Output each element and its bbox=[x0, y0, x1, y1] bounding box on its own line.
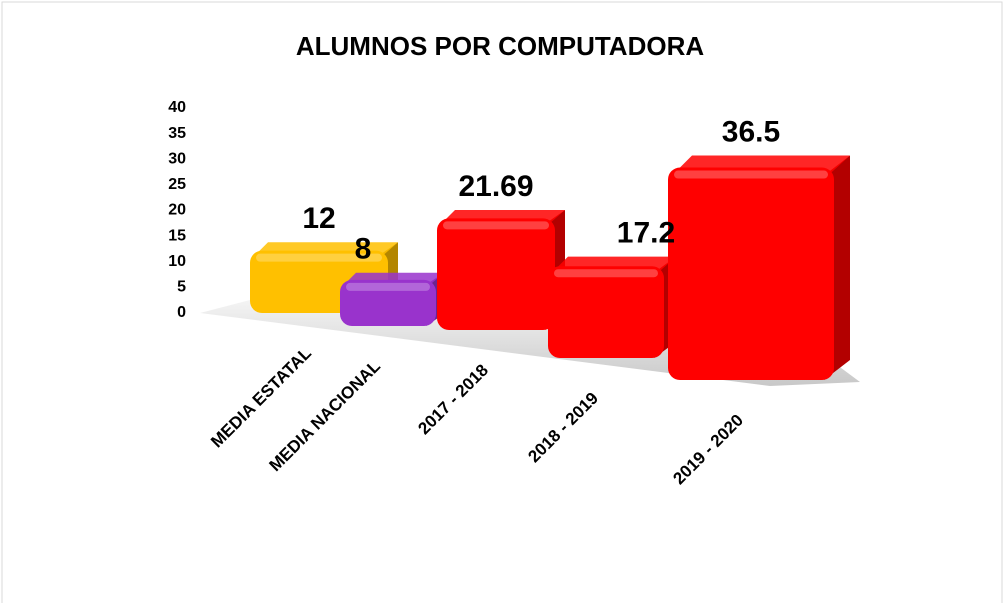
bar-front bbox=[437, 218, 555, 330]
data-label: 21.69 bbox=[458, 170, 533, 203]
chart-title: ALUMNOS POR COMPUTADORA bbox=[296, 31, 705, 61]
data-label: 36.5 bbox=[722, 115, 780, 148]
bar-front bbox=[548, 266, 664, 358]
y-tick-label: 0 bbox=[177, 304, 186, 321]
bar-highlight bbox=[256, 253, 382, 262]
data-label: 17.2 bbox=[617, 217, 675, 250]
bar bbox=[340, 272, 444, 326]
bar-highlight bbox=[443, 221, 549, 230]
y-tick-label: 20 bbox=[168, 202, 186, 219]
y-tick-label: 15 bbox=[168, 227, 186, 244]
bar-highlight bbox=[674, 170, 828, 179]
bar-front bbox=[340, 279, 436, 326]
bar-highlight bbox=[346, 282, 430, 291]
y-tick-label: 35 bbox=[168, 125, 186, 142]
bar bbox=[437, 209, 565, 330]
y-tick-label: 30 bbox=[168, 150, 186, 167]
bar-front bbox=[668, 167, 834, 380]
y-tick-label: 40 bbox=[168, 99, 186, 116]
y-tick-label: 10 bbox=[168, 253, 186, 270]
bar bbox=[668, 155, 850, 380]
bar-highlight bbox=[554, 269, 658, 278]
data-label: 8 bbox=[355, 233, 372, 266]
y-tick-label: 25 bbox=[168, 176, 186, 193]
bar bbox=[548, 256, 676, 358]
data-label: 12 bbox=[302, 202, 335, 235]
bars bbox=[250, 155, 850, 380]
y-tick-label: 5 bbox=[177, 279, 186, 296]
